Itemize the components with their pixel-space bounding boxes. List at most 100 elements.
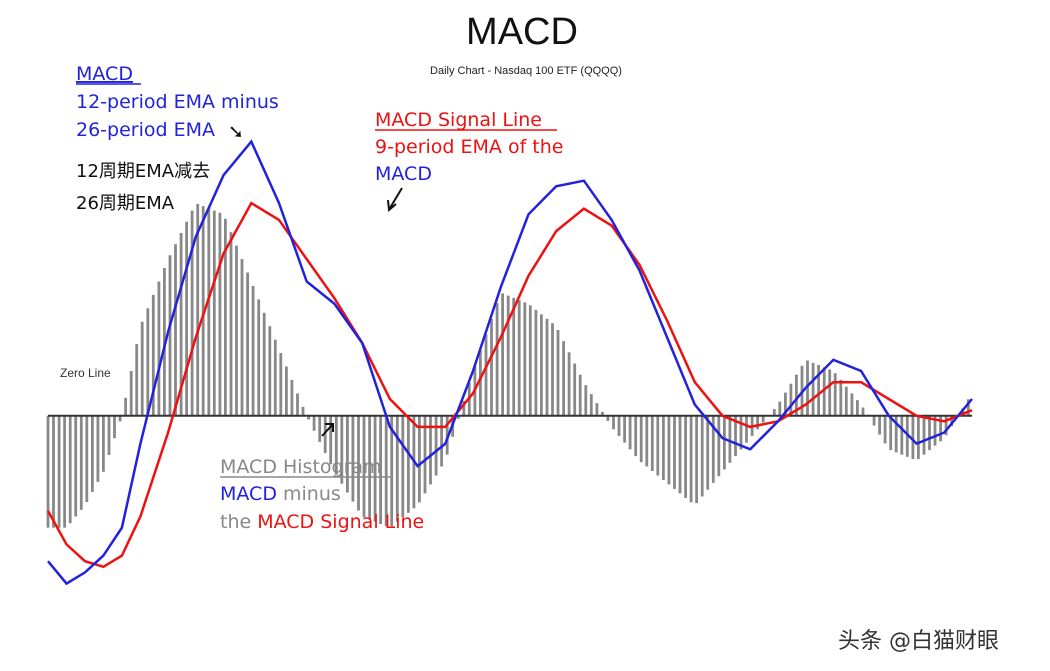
histogram-bar: [362, 415, 366, 518]
histogram-bar: [484, 334, 488, 416]
histogram-bar: [456, 415, 460, 419]
histogram-bar: [168, 255, 172, 416]
histogram-bar: [872, 415, 876, 426]
histogram-bar: [567, 352, 571, 416]
histogram-bar: [745, 415, 748, 443]
histogram-bar: [429, 415, 432, 485]
histogram-bar: [595, 403, 599, 416]
histogram-bar: [63, 415, 66, 528]
histogram-bar: [151, 294, 155, 416]
signal-arrow-icon: [389, 187, 403, 209]
histogram-bar: [928, 415, 931, 451]
histogram-bar: [46, 415, 50, 528]
histogram-bar: [91, 415, 94, 492]
histogram-bar: [922, 415, 926, 455]
histogram-bar: [185, 221, 188, 416]
histogram-bar: [706, 415, 710, 490]
histogram-bar: [296, 393, 299, 416]
signal-line: [46, 201, 973, 569]
macd-cn-line1: 12周期EMA减去: [76, 161, 210, 182]
chart-title: MACD: [466, 11, 578, 53]
histogram-bar: [684, 415, 687, 498]
histogram-bar: [506, 295, 510, 416]
macd-legend-line1: 12-period EMA minus: [76, 91, 279, 113]
histogram-bar: [545, 318, 549, 416]
histogram-bar: [224, 218, 227, 416]
histogram-bar: [612, 415, 615, 430]
histogram-bar: [207, 208, 211, 416]
hist-legend-line1: MACD minus: [220, 483, 341, 505]
histogram-bar: [285, 366, 288, 416]
histogram-bar: [102, 415, 105, 472]
histogram-bar: [201, 206, 205, 416]
histogram-bar: [68, 415, 72, 524]
histogram-bar: [905, 415, 909, 457]
histogram-bar: [329, 415, 333, 465]
histogram-bar: [379, 415, 382, 524]
histogram-bar: [628, 415, 632, 450]
histogram-bar: [523, 302, 527, 416]
histogram-bar: [784, 392, 787, 416]
signal-arrowhead-icon: [387, 199, 397, 213]
histogram-bar: [933, 415, 937, 446]
macd-legend-title: MACD: [76, 63, 133, 85]
histogram-bar: [623, 415, 626, 443]
histogram-bar: [334, 415, 338, 475]
macd-line: [47, 139, 973, 586]
macd-legend-line2: 26-period EMA: [76, 119, 215, 141]
histogram-bar: [562, 341, 565, 416]
histogram-bar: [900, 415, 904, 455]
histogram-bar: [556, 330, 560, 416]
histogram-bar: [617, 415, 621, 436]
histogram-bar: [96, 415, 100, 482]
hist-arrow-icon: [321, 423, 334, 437]
histogram-bar: [501, 293, 504, 416]
histogram-bar: [589, 394, 593, 416]
histogram-bar: [290, 379, 294, 416]
histogram-bar: [673, 415, 676, 489]
histogram-bar: [573, 363, 577, 416]
histogram-bar: [734, 415, 737, 457]
histogram-bar: [806, 360, 809, 416]
histogram-bar: [772, 409, 776, 416]
histogram-bar: [373, 415, 377, 522]
histogram-bar: [528, 305, 532, 416]
signal-legend-macd: MACD: [375, 163, 432, 185]
histogram-bar: [756, 415, 759, 430]
histogram-bar: [828, 369, 832, 416]
histogram-bar: [251, 285, 255, 416]
histogram-bar: [817, 365, 820, 416]
histogram-bar: [262, 312, 266, 416]
histogram-bar: [634, 415, 638, 457]
histogram-bar: [229, 232, 233, 416]
histogram-bar: [279, 353, 283, 416]
histogram-bar: [717, 415, 721, 477]
signal-legend-title: MACD Signal Line: [375, 109, 542, 131]
histogram-bar: [540, 314, 543, 416]
macd-cn-line2: 26周期EMA: [76, 193, 175, 214]
histogram-bar: [811, 362, 815, 416]
histogram-bar: [107, 415, 111, 455]
histogram-bar: [118, 415, 122, 422]
histogram-bar: [273, 339, 277, 416]
histogram-bar: [606, 415, 610, 421]
histogram-bar: [601, 412, 604, 416]
histogram-bar: [479, 350, 482, 416]
histogram-bar: [856, 400, 859, 416]
histogram-bar: [257, 299, 261, 416]
histogram-bar: [312, 415, 316, 431]
histogram-bar: [212, 210, 216, 416]
histogram-bar: [939, 415, 942, 442]
histogram-bar: [833, 373, 837, 416]
histogram-bar: [795, 374, 798, 416]
histogram-bar: [778, 401, 782, 416]
histogram-bar: [689, 415, 693, 503]
hist-legend-title: MACD Histogram: [220, 456, 382, 478]
histogram-bar: [268, 326, 272, 416]
histogram-bar: [822, 367, 826, 416]
histogram-bar: [323, 415, 327, 454]
histogram-bar: [578, 374, 582, 416]
histogram-bar: [551, 323, 554, 416]
histogram-bar: [761, 415, 765, 423]
